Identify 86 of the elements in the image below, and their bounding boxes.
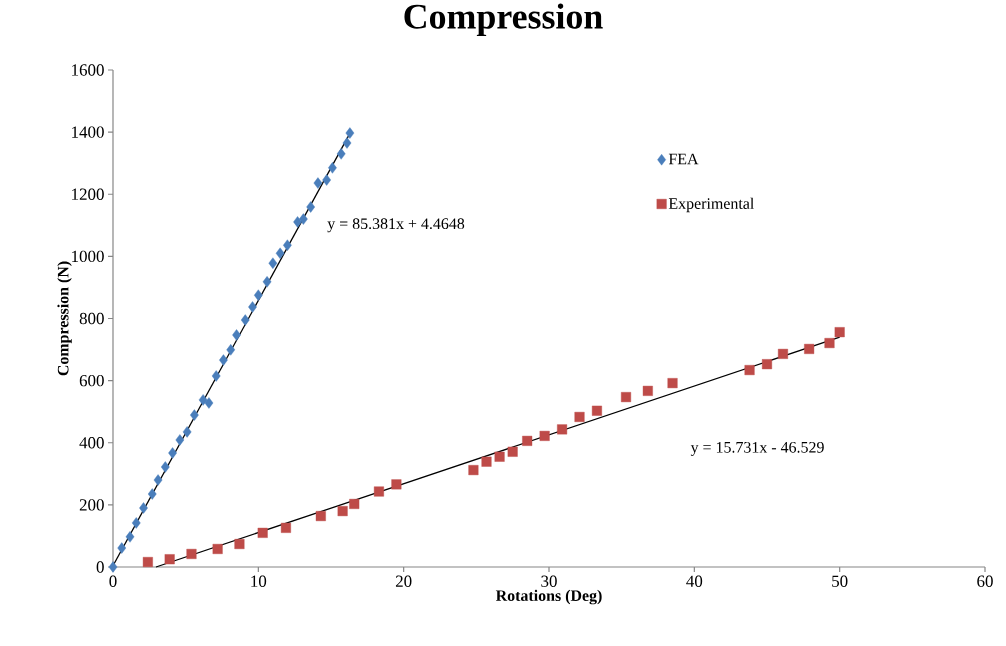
y-tick-label: 1400 (72, 126, 104, 138)
point (642, 385, 653, 396)
y-tick-label: 200 (79, 499, 104, 511)
point (522, 435, 533, 446)
point (824, 338, 835, 349)
point (315, 511, 326, 522)
point (591, 405, 602, 416)
point (345, 127, 355, 139)
point (164, 554, 175, 565)
point (240, 314, 250, 326)
point (373, 486, 384, 497)
y-tick-label: 1200 (72, 188, 104, 200)
point (574, 411, 585, 422)
x-tick-label: 20 (395, 575, 412, 587)
point (306, 201, 315, 213)
point (161, 461, 170, 473)
point (131, 517, 141, 529)
point (468, 465, 479, 476)
point (204, 397, 214, 409)
x-tick-label: 30 (541, 575, 557, 587)
point (212, 543, 223, 554)
point (186, 548, 197, 559)
point (507, 446, 518, 457)
point (328, 162, 337, 174)
point (299, 213, 308, 225)
legend-label: FEA (668, 153, 699, 165)
point (342, 137, 352, 149)
point (744, 365, 755, 376)
point (219, 354, 228, 366)
point (147, 488, 157, 500)
point (667, 378, 678, 389)
point (494, 451, 505, 462)
point (211, 370, 221, 382)
point (226, 344, 236, 356)
point (234, 539, 245, 550)
point (275, 247, 285, 259)
point (168, 447, 177, 459)
point (117, 542, 127, 554)
point (268, 257, 278, 269)
point (232, 329, 241, 341)
y-tick-label: 600 (79, 374, 104, 387)
point (108, 561, 118, 573)
legend-label: Experimental (668, 197, 754, 213)
annotation: y = 15.731x - 46.529 (690, 441, 824, 456)
point (777, 348, 788, 359)
point (337, 506, 348, 517)
chart-title: Compression (404, 3, 603, 37)
point (834, 327, 845, 338)
point (621, 392, 632, 403)
point (481, 456, 492, 467)
point (257, 527, 268, 538)
point (762, 359, 772, 370)
x-tick-label: 40 (686, 575, 703, 587)
point (153, 474, 163, 486)
point (139, 502, 148, 514)
point (804, 343, 815, 354)
point (198, 394, 208, 406)
y-tick-label: 1600 (72, 64, 104, 76)
point (313, 177, 323, 189)
annotation: y = 85.381x + 4.4648 (327, 218, 465, 233)
point (190, 409, 199, 421)
x-tick-label: 50 (832, 575, 848, 587)
y-tick-label: 1000 (72, 250, 104, 263)
point (391, 479, 402, 490)
point (175, 434, 185, 446)
x-tick-label: 10 (251, 575, 267, 587)
point (280, 522, 291, 533)
point (125, 531, 135, 543)
x-tick-label: 0 (109, 575, 117, 587)
point (142, 557, 153, 568)
point (254, 289, 263, 301)
point (182, 426, 192, 438)
point (262, 276, 272, 288)
point (322, 174, 331, 186)
point (349, 498, 360, 509)
point (283, 239, 292, 251)
point (557, 424, 568, 435)
x-tick-label: 60 (977, 575, 993, 587)
point (336, 148, 346, 160)
y-tick-label: 0 (96, 561, 104, 573)
x-axis-title: Rotations (Deg) (495, 589, 602, 605)
y-axis-title: Compression (N) (57, 261, 72, 376)
y-tick-label: 400 (79, 437, 104, 449)
point (539, 430, 550, 441)
point (248, 301, 257, 313)
y-tick-label: 800 (79, 312, 104, 325)
